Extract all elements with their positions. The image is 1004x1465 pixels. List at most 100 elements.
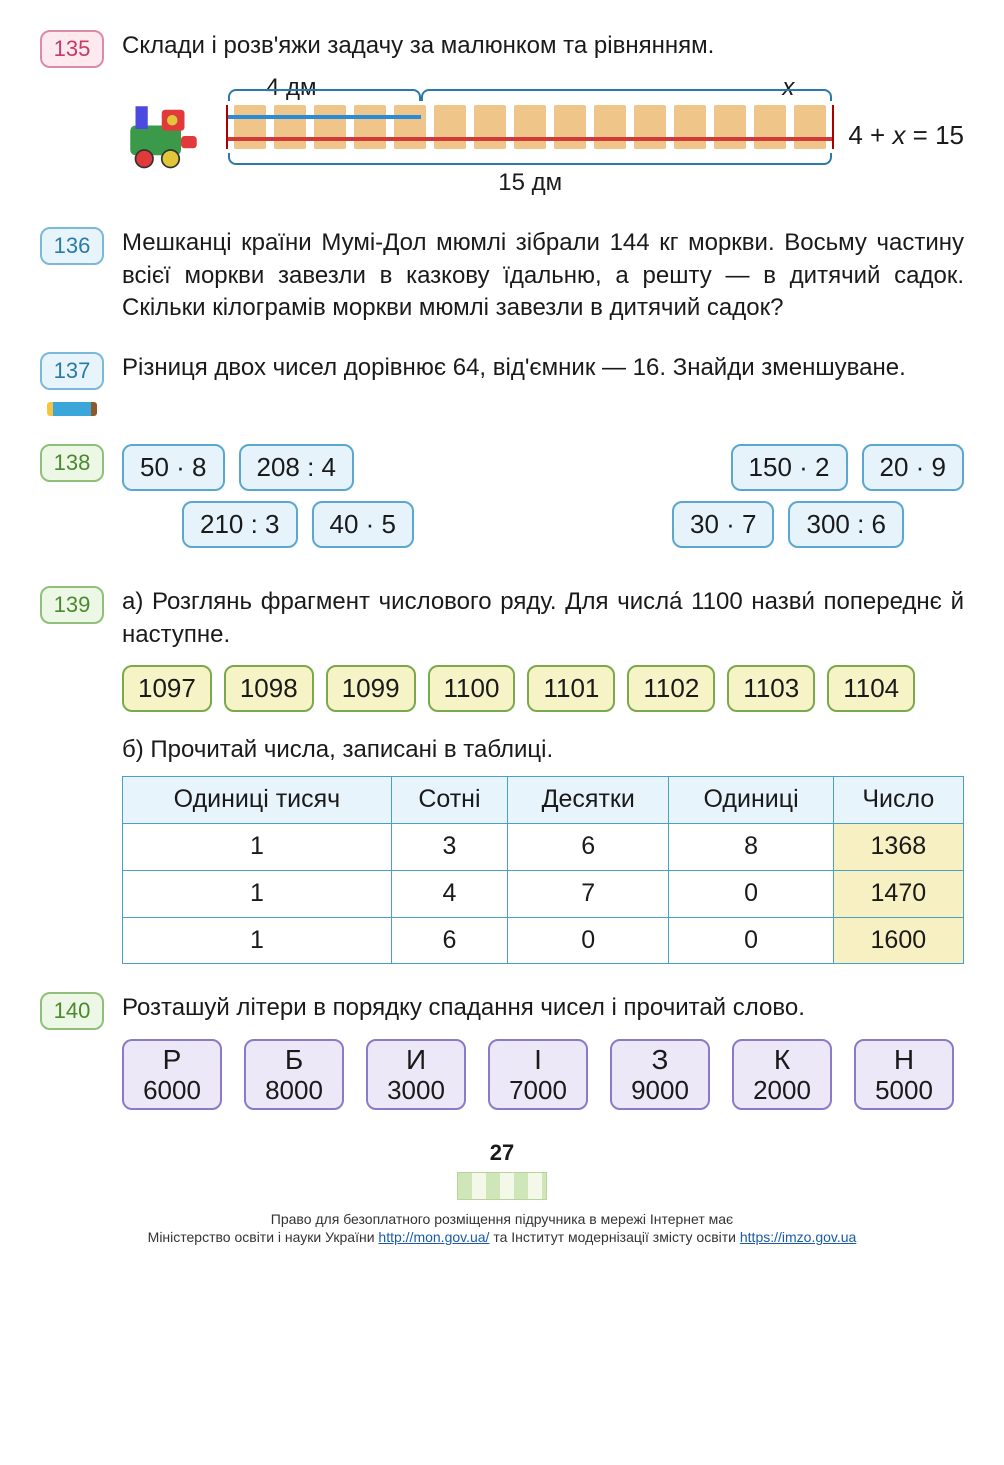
letter-box: И3000 [366, 1039, 466, 1110]
letter-box: Р6000 [122, 1039, 222, 1110]
exercise-135: 135 Склади і розв'яжи задачу за малюнком… [40, 30, 964, 199]
letter-value: 6000 [143, 1076, 201, 1105]
letter-value: 5000 [875, 1076, 933, 1105]
sequence-chip: 1103 [727, 665, 815, 712]
rail-segment: 4 дм x [226, 72, 834, 199]
exercise-138: 138 50 · 8 208 : 4 150 · 2 20 · 9 210 : … [40, 444, 964, 558]
letter-box: І7000 [488, 1039, 588, 1110]
exercise-text: Розташуй літери в порядку спадання чисел… [122, 992, 964, 1024]
table-cell: 1368 [833, 824, 963, 871]
table-cell: 1 [123, 824, 392, 871]
table-cell: 1600 [833, 917, 963, 964]
math-chip: 150 · 2 [731, 444, 848, 491]
letter: З [652, 1045, 669, 1076]
exercise-body: 50 · 8 208 : 4 150 · 2 20 · 9 210 : 3 40… [122, 444, 964, 558]
exercise-body: Мешканці країни Мумі-Дол мюмлі зібрали 1… [122, 227, 964, 324]
table-cell: 0 [669, 870, 833, 917]
table-cell: 1470 [833, 870, 963, 917]
sequence-chip: 1104 [827, 665, 915, 712]
exercise-number: 136 [40, 227, 104, 265]
math-chip: 208 : 4 [239, 444, 355, 491]
letter-value: 2000 [753, 1076, 811, 1105]
table-cell: 1 [123, 917, 392, 964]
legal-line1: Право для безоплатного розміщення підруч… [271, 1211, 733, 1227]
sequence-chip: 1101 [527, 665, 615, 712]
table-row: 16001600 [123, 917, 964, 964]
place-value-table: Одиниці тисячСотніДесяткиОдиниціЧисло 13… [122, 776, 964, 964]
exercise-body: Різниця двох чисел дорівнює 64, від'ємни… [122, 352, 964, 384]
table-row: 14701470 [123, 870, 964, 917]
chip-group-left: 50 · 8 208 : 4 [122, 444, 354, 491]
exercise-body: Склади і розв'яжи задачу за малюнком та … [122, 30, 964, 199]
letter-value: 9000 [631, 1076, 689, 1105]
table-header: Одиниці [669, 777, 833, 824]
page-footer: 27 Право для безоплатного розміщення під… [40, 1138, 964, 1246]
equation: 4 + x = 15 [848, 118, 964, 153]
chip-group-right: 30 · 7 300 : 6 [672, 501, 904, 548]
exercise-number: 137 [40, 352, 104, 390]
table-cell: 6 [507, 824, 669, 871]
letter: Р [163, 1045, 182, 1076]
math-chip: 50 · 8 [122, 444, 225, 491]
exercise-number: 140 [40, 992, 104, 1030]
sequence-chip: 1100 [428, 665, 516, 712]
math-chip: 30 · 7 [672, 501, 775, 548]
chip-group-left: 210 : 3 40 · 5 [182, 501, 414, 548]
sequence-chip: 1098 [224, 665, 314, 712]
letter: І [534, 1045, 542, 1076]
letter: Н [894, 1045, 914, 1076]
letter-value: 7000 [509, 1076, 567, 1105]
legal-link-mon[interactable]: http://mon.gov.ua/ [378, 1229, 489, 1245]
legal-line2b: та Інститут модернізації змісту освіти [489, 1229, 739, 1245]
table-cell: 0 [669, 917, 833, 964]
exercise-139: 139 а) Розглянь фрагмент числового ряду.… [40, 586, 964, 964]
exercise-text-b: б) Прочитай числа, записані в таблиці. [122, 734, 964, 766]
legal-link-imzo[interactable]: https://imzo.gov.ua [740, 1229, 856, 1245]
math-chip: 20 · 9 [862, 444, 965, 491]
exercise-137: 137 Різниця двох чисел дорівнює 64, від'… [40, 352, 964, 416]
exercise-number: 139 [40, 586, 104, 624]
letter-box: К2000 [732, 1039, 832, 1110]
exercise-number: 135 [40, 30, 104, 68]
sequence-chip: 1097 [122, 665, 212, 712]
table-cell: 1 [123, 870, 392, 917]
table-cell: 4 [391, 870, 507, 917]
train-diagram: 4 дм x [122, 72, 964, 199]
exercise-text: Склади і розв'яжи задачу за малюнком та … [122, 30, 964, 62]
legal-line2a: Міністерство освіти і науки України [148, 1229, 379, 1245]
letter: Б [285, 1045, 303, 1076]
letter: К [774, 1045, 790, 1076]
math-chip: 210 : 3 [182, 501, 298, 548]
exercise-body: а) Розглянь фрагмент числового ряду. Для… [122, 586, 964, 964]
letter-box: Б8000 [244, 1039, 344, 1110]
table-cell: 6 [391, 917, 507, 964]
table-cell: 7 [507, 870, 669, 917]
table-header: Десятки [507, 777, 669, 824]
table-cell: 3 [391, 824, 507, 871]
exercise-text: Мешканці країни Мумі-Дол мюмлі зібрали 1… [122, 227, 964, 324]
table-cell: 8 [669, 824, 833, 871]
letter-row: Р6000 Б8000 И3000 І7000 З9000 К2000 Н5000 [122, 1039, 964, 1110]
train-icon [122, 101, 212, 171]
letter-value: 3000 [387, 1076, 445, 1105]
exercise-140: 140 Розташуй літери в порядку спадання ч… [40, 992, 964, 1110]
letter-value: 8000 [265, 1076, 323, 1105]
label-15dm: 15 дм [226, 167, 834, 199]
letter: И [406, 1045, 426, 1076]
letter-box: Н5000 [854, 1039, 954, 1110]
sequence-chip: 1099 [326, 665, 416, 712]
legal-text: Право для безоплатного розміщення підруч… [40, 1210, 964, 1246]
exercise-text: Різниця двох чисел дорівнює 64, від'ємни… [122, 352, 964, 384]
page-number: 27 [40, 1138, 964, 1168]
table-header: Число [833, 777, 963, 824]
exercise-body: Розташуй літери в порядку спадання чисел… [122, 992, 964, 1110]
footer-decoration [457, 1172, 547, 1200]
pencil-icon [47, 402, 97, 416]
table-header: Сотні [391, 777, 507, 824]
math-chip: 40 · 5 [312, 501, 415, 548]
sequence-chip: 1102 [627, 665, 715, 712]
exercise-number: 138 [40, 444, 104, 482]
table-row: 13681368 [123, 824, 964, 871]
table-header: Одиниці тисяч [123, 777, 392, 824]
math-chip: 300 : 6 [788, 501, 904, 548]
